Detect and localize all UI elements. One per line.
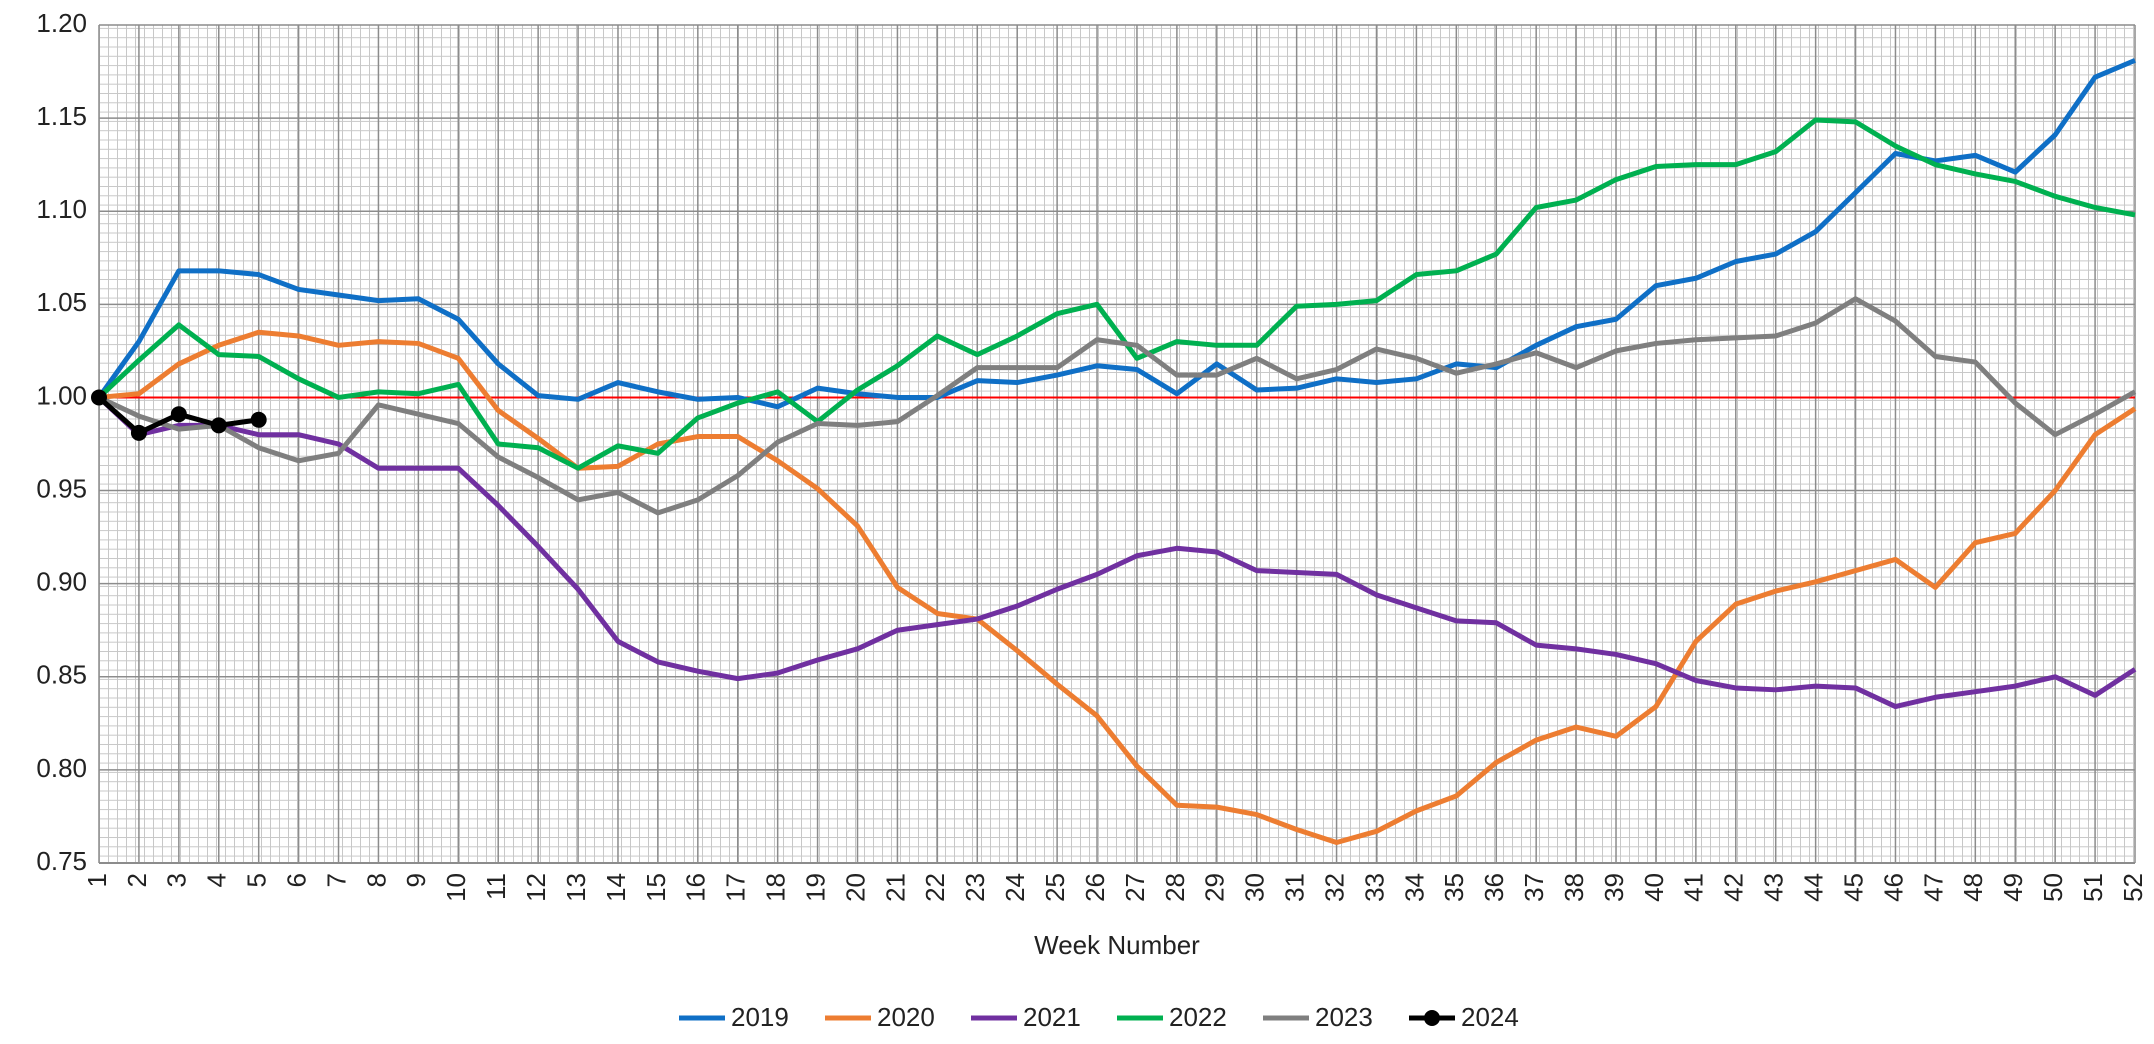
x-tick-label: 48 xyxy=(1958,873,1988,902)
y-tick-label: 0.95 xyxy=(36,473,87,503)
legend-item: 2021 xyxy=(971,1002,1081,1032)
series-line xyxy=(98,329,2137,846)
x-tick-label: 16 xyxy=(681,873,711,902)
series-line xyxy=(96,58,2136,410)
x-tick-label: 25 xyxy=(1040,873,1070,902)
x-tick-label: 31 xyxy=(1280,873,1310,902)
x-tick-label: 40 xyxy=(1639,873,1669,902)
x-tick-label: 41 xyxy=(1679,873,1709,902)
x-tick-label: 36 xyxy=(1479,873,1509,902)
x-tick-label: 12 xyxy=(521,873,551,902)
series-marker xyxy=(210,417,227,434)
legend-label: 2019 xyxy=(731,1002,789,1032)
x-tick-label: 13 xyxy=(561,873,591,902)
x-tick-label: 1 xyxy=(82,873,112,887)
x-tick-label: 15 xyxy=(641,873,671,902)
legend-label: 2023 xyxy=(1315,1002,1373,1032)
x-tick-label: 7 xyxy=(321,873,351,887)
y-tick-label: 1.05 xyxy=(36,287,87,317)
x-tick-label: 29 xyxy=(1200,873,1230,902)
x-tick-label: 20 xyxy=(840,873,870,902)
x-tick-label: 18 xyxy=(761,873,791,902)
x-tick-label: 39 xyxy=(1599,873,1629,902)
legend-item: 2022 xyxy=(1117,1002,1227,1032)
x-tick-label: 43 xyxy=(1759,873,1789,902)
x-tick-label: 19 xyxy=(800,873,830,902)
x-tick-label: 46 xyxy=(1878,873,1908,902)
x-tick-label: 26 xyxy=(1080,873,1110,902)
y-tick-label: 1.15 xyxy=(36,101,87,131)
legend-item: 2019 xyxy=(679,1002,789,1032)
x-tick-label: 32 xyxy=(1319,873,1349,902)
x-tick-label: 10 xyxy=(441,873,471,902)
legend-item: 2024 xyxy=(1409,1002,1519,1032)
series-marker xyxy=(170,406,187,423)
x-tick-label: 3 xyxy=(162,873,192,887)
x-tick-label: 49 xyxy=(1998,873,2028,902)
x-tick-label: 21 xyxy=(880,873,910,902)
x-tick-label: 52 xyxy=(2118,873,2148,902)
x-tick-label: 17 xyxy=(721,873,751,902)
x-tick-label: 30 xyxy=(1240,873,1270,902)
x-tick-label: 44 xyxy=(1799,873,1829,902)
legend-item: 2020 xyxy=(825,1002,935,1032)
x-tick-label: 50 xyxy=(2038,873,2068,902)
x-tick-label: 28 xyxy=(1160,873,1190,902)
x-tick-label: 22 xyxy=(920,873,950,902)
y-tick-label: 0.90 xyxy=(36,567,87,597)
series-marker xyxy=(250,411,267,428)
x-tick-label: 2 xyxy=(122,873,152,887)
series-marker xyxy=(91,389,107,406)
x-tick-label: 6 xyxy=(281,873,311,887)
series-line xyxy=(97,117,2136,471)
legend-label: 2020 xyxy=(877,1002,935,1032)
x-tick-label: 38 xyxy=(1559,873,1589,902)
x-tick-label: 35 xyxy=(1439,873,1469,902)
legend-item: 2023 xyxy=(1263,1002,1373,1032)
x-tick-label: 34 xyxy=(1399,873,1429,902)
legend-label: 2024 xyxy=(1461,1002,1519,1032)
legend-label: 2022 xyxy=(1169,1002,1227,1032)
x-axis-label: Week Number xyxy=(1034,930,1200,960)
x-tick-label: 47 xyxy=(1918,873,1948,902)
x-tick-label: 33 xyxy=(1359,873,1389,902)
series-marker xyxy=(130,424,147,441)
x-tick-label: 5 xyxy=(242,873,272,887)
x-tick-label: 45 xyxy=(1838,873,1868,902)
x-tick-label: 24 xyxy=(1000,873,1030,902)
y-tick-label: 1.20 xyxy=(36,8,87,38)
plot-area xyxy=(99,25,2135,863)
y-tick-label: 0.80 xyxy=(36,753,87,783)
y-tick-label: 1.10 xyxy=(36,194,87,224)
x-tick-label: 4 xyxy=(202,873,232,887)
x-tick-label: 37 xyxy=(1519,873,1549,902)
legend-label: 2021 xyxy=(1023,1002,1081,1032)
x-tick-label: 23 xyxy=(960,873,990,902)
x-tick-label: 14 xyxy=(601,873,631,902)
x-tick-label: 42 xyxy=(1719,873,1749,902)
x-tick-label: 27 xyxy=(1120,873,1150,902)
y-tick-label: 0.85 xyxy=(36,660,87,690)
x-tick-label: 8 xyxy=(361,873,391,887)
y-tick-label: 1.00 xyxy=(36,380,87,410)
x-tick-label: 11 xyxy=(481,873,511,900)
series-line xyxy=(97,296,2137,516)
x-tick-label: 9 xyxy=(401,873,431,887)
x-tick-label: 51 xyxy=(2078,873,2108,902)
series-line xyxy=(97,395,2137,710)
y-tick-label: 0.75 xyxy=(36,846,87,876)
legend-marker xyxy=(1424,1010,1440,1026)
